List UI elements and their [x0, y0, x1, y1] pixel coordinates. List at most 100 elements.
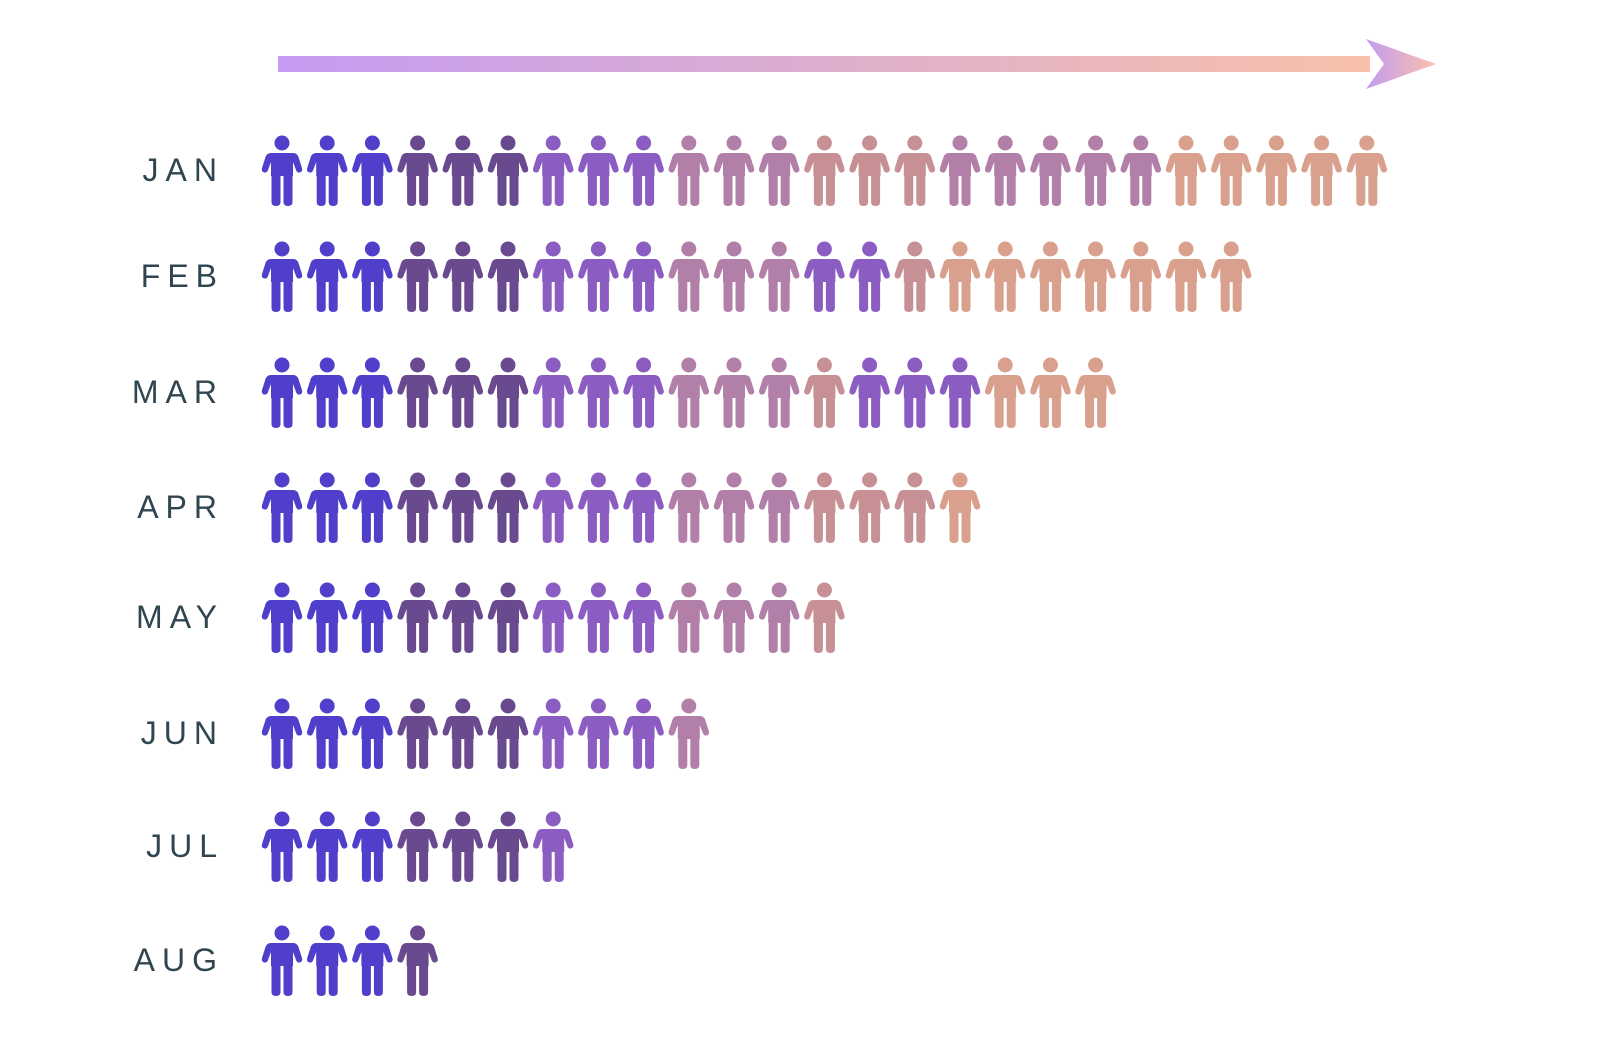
person-icon: [532, 472, 574, 543]
person-icon: [939, 241, 981, 312]
person-icon: [532, 811, 574, 882]
person-icon: [487, 357, 529, 428]
person-icon: [1346, 135, 1388, 206]
person-icon: [804, 472, 845, 543]
person-icon: [1075, 357, 1116, 428]
tick-label-mar: MAR: [132, 374, 224, 410]
person-icon: [487, 811, 529, 882]
person-icon: [713, 472, 755, 543]
person-icon: [1030, 357, 1071, 428]
person-icon: [713, 241, 755, 312]
person-icon: [578, 582, 619, 653]
person-icon: [442, 582, 484, 653]
person-icon: [1120, 241, 1162, 312]
arrow-head-icon: [1366, 39, 1436, 89]
person-icon: [397, 925, 438, 996]
tick-label-apr: APR: [137, 489, 224, 525]
direction-arrow: [278, 39, 1436, 89]
person-icon: [758, 357, 800, 428]
person-icon: [442, 698, 484, 769]
person-icon: [306, 811, 348, 882]
person-icon: [261, 135, 303, 206]
person-icon: [804, 357, 845, 428]
person-icon: [306, 925, 348, 996]
person-icon: [352, 925, 393, 996]
person-icon: [668, 241, 710, 312]
person-icon: [1030, 241, 1071, 312]
month-labels: JAN FEB MAR APR MAY JUN JUL AUG: [132, 152, 224, 978]
person-icon: [1075, 241, 1116, 312]
person-icon: [713, 135, 755, 206]
person-icon: [306, 241, 348, 312]
person-icon: [758, 135, 800, 206]
person-icon: [397, 582, 438, 653]
person-icon: [1210, 241, 1252, 312]
bar-may: [261, 582, 845, 653]
person-icon: [578, 698, 619, 769]
person-icon: [713, 357, 755, 428]
person-icon: [532, 698, 574, 769]
bar-apr: [261, 472, 981, 543]
person-icon: [623, 582, 664, 653]
person-icon: [804, 582, 845, 653]
person-icon: [668, 582, 710, 653]
person-icon: [306, 472, 348, 543]
person-icon: [984, 241, 1026, 312]
tick-label-feb: FEB: [141, 258, 224, 294]
person-icon: [261, 357, 303, 428]
person-icon: [1120, 135, 1162, 206]
person-icon: [939, 135, 981, 206]
person-icon: [1165, 135, 1207, 206]
person-icon: [487, 698, 529, 769]
person-icon: [713, 582, 755, 653]
tick-label-jun: JUN: [141, 715, 224, 751]
person-icon: [578, 241, 619, 312]
person-icon: [804, 241, 845, 312]
person-icon: [1165, 241, 1207, 312]
person-icon: [397, 472, 438, 543]
person-icon: [532, 357, 574, 428]
person-icon: [804, 135, 845, 206]
person-icon: [261, 582, 303, 653]
person-icon: [442, 472, 484, 543]
person-icon: [1075, 135, 1116, 206]
person-icon: [668, 357, 710, 428]
person-icon: [352, 582, 393, 653]
person-icon: [397, 135, 438, 206]
person-icon: [306, 135, 348, 206]
person-icon: [352, 811, 393, 882]
person-icon: [397, 698, 438, 769]
person-icon: [261, 241, 303, 312]
person-icon: [578, 357, 619, 428]
person-icon: [487, 472, 529, 543]
arrow-shaft: [278, 56, 1370, 72]
person-icon: [306, 582, 348, 653]
person-icon: [532, 582, 574, 653]
person-icon: [1210, 135, 1252, 206]
bar-jun: [261, 698, 710, 769]
tick-label-jul: JUL: [146, 828, 224, 864]
person-icon: [532, 135, 574, 206]
person-icon: [397, 811, 438, 882]
person-icon: [984, 135, 1026, 206]
icon-rows: [261, 135, 1388, 996]
person-icon: [894, 241, 936, 312]
person-icon: [668, 698, 710, 769]
person-icon: [397, 241, 438, 312]
person-icon: [261, 698, 303, 769]
person-icon: [306, 357, 348, 428]
person-icon: [352, 241, 393, 312]
person-icon: [261, 472, 303, 543]
person-icon: [623, 357, 664, 428]
person-icon: [849, 472, 890, 543]
person-icon: [352, 698, 393, 769]
person-icon: [261, 811, 303, 882]
person-icon: [397, 357, 438, 428]
person-icon: [578, 135, 619, 206]
person-icon: [758, 582, 800, 653]
person-icon: [1301, 135, 1342, 206]
person-icon: [487, 135, 529, 206]
person-icon: [352, 472, 393, 543]
person-icon: [939, 472, 981, 543]
